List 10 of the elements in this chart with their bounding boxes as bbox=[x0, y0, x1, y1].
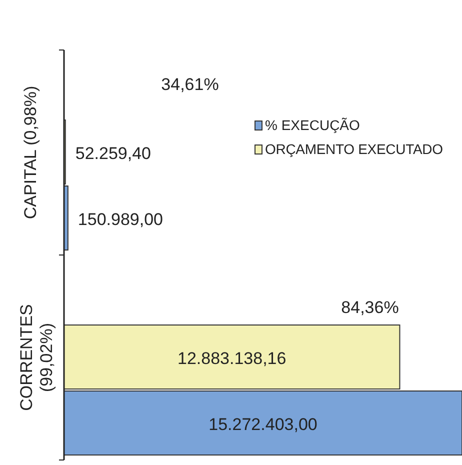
data-label: 52.259,40 bbox=[75, 144, 152, 163]
legend-label: ORÇAMENTO EXECUTADO bbox=[265, 141, 444, 157]
annotation: 84,36% bbox=[341, 298, 399, 317]
annotation: 34,61% bbox=[161, 75, 219, 94]
y-tick-label: CORRENTES (99,02%) bbox=[17, 304, 56, 411]
data-label: 150.989,00 bbox=[78, 210, 164, 229]
data-label: 12.883.138,16 bbox=[178, 349, 286, 368]
data-label: 15.272.403,00 bbox=[208, 415, 318, 434]
legend-label: % EXECUÇÃO bbox=[265, 117, 360, 133]
y-tick-label: CAPITAL (0,98%) bbox=[21, 86, 40, 220]
